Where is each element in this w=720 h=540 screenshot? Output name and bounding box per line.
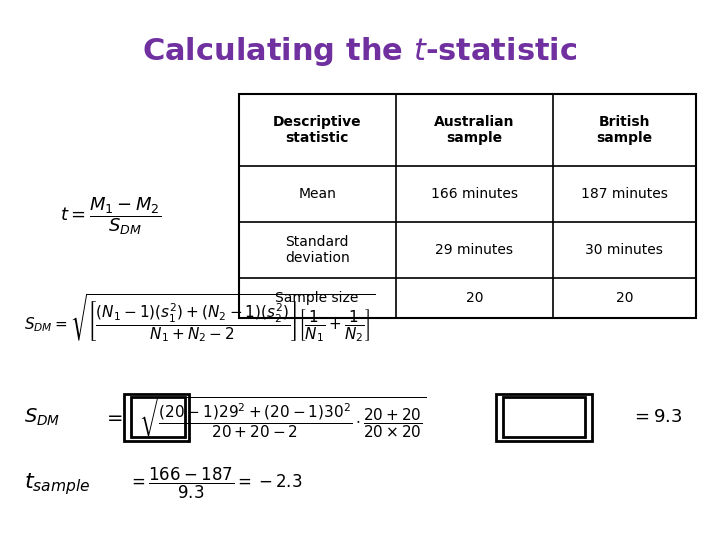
Text: $S_{DM} = \sqrt{\left[\dfrac{(N_1-1)(s_1^2)+(N_2-1)(s_2^2)}{N_1+N_2-2}\right]\le: $S_{DM} = \sqrt{\left[\dfrac{(N_1-1)(s_1… <box>24 292 375 344</box>
Text: 187 minutes: 187 minutes <box>581 187 667 201</box>
Text: 30 minutes: 30 minutes <box>585 243 663 257</box>
Text: British
sample: British sample <box>596 114 652 145</box>
Text: Standard
deviation: Standard deviation <box>284 235 349 265</box>
Text: $t_{sample}$: $t_{sample}$ <box>24 471 91 497</box>
Text: $S_{DM}$: $S_{DM}$ <box>24 406 60 428</box>
Bar <box>238 93 696 318</box>
Text: Mean: Mean <box>298 187 336 201</box>
Text: Sample size: Sample size <box>276 291 359 305</box>
Text: $=$: $=$ <box>104 408 124 427</box>
Text: $t = \dfrac{M_1 - M_2}{S_{DM}}$: $t = \dfrac{M_1 - M_2}{S_{DM}}$ <box>60 195 161 238</box>
Text: Descriptive
statistic: Descriptive statistic <box>273 114 361 145</box>
Text: $\sqrt{\dfrac{(20-1)29^2 + (20-1)30^2}{20+20-2} \cdot \dfrac{20+20}{20 \times 20: $\sqrt{\dfrac{(20-1)29^2 + (20-1)30^2}{2… <box>138 395 426 439</box>
Text: 29 minutes: 29 minutes <box>436 243 513 257</box>
Text: $= \dfrac{166-187}{9.3} = -2.3$: $= \dfrac{166-187}{9.3} = -2.3$ <box>128 466 302 501</box>
Text: 20: 20 <box>466 291 483 305</box>
Text: Calculating the $\it{t}$-statistic: Calculating the $\it{t}$-statistic <box>143 35 577 68</box>
Text: Australian
sample: Australian sample <box>434 114 515 145</box>
Text: 166 minutes: 166 minutes <box>431 187 518 201</box>
Text: $= 9.3$: $= 9.3$ <box>631 408 683 426</box>
Text: 20: 20 <box>616 291 633 305</box>
